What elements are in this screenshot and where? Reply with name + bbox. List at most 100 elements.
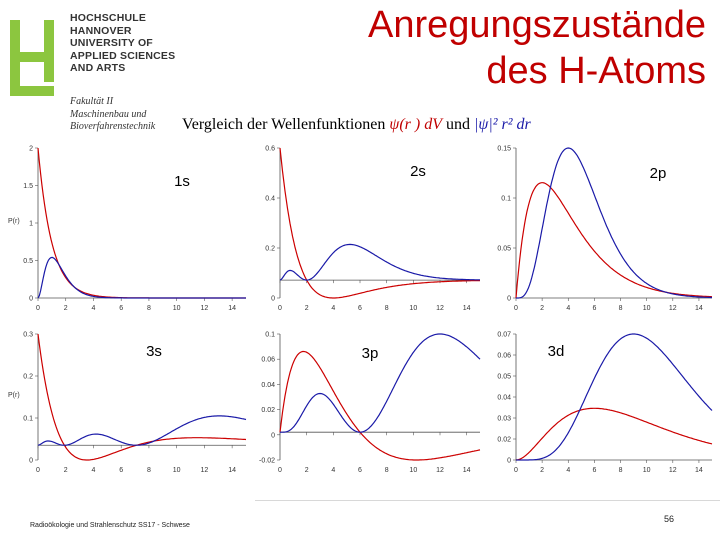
- x-tick-label: 12: [201, 467, 209, 474]
- y-tick-label: 0.1: [23, 416, 33, 423]
- slide-title: Anregungszustände des H-Atoms: [368, 2, 706, 94]
- x-tick-label: 2: [540, 305, 544, 312]
- probability-curve: [37, 256, 246, 299]
- y-tick-label: 0.05: [497, 246, 511, 253]
- footer-text: Radioökologie und Strahlenschutz SS17 - …: [30, 522, 190, 529]
- y-tick-label: 0.05: [497, 374, 511, 381]
- y-tick-label: 0.6: [265, 146, 275, 153]
- logo-line: HOCHSCHULE: [70, 12, 147, 24]
- y-tick-label: 0.2: [265, 246, 275, 253]
- page-number: 56: [664, 514, 675, 524]
- x-tick-label: 6: [119, 305, 123, 312]
- orbital-label: 3s: [146, 343, 162, 360]
- x-tick-label: 4: [92, 467, 96, 474]
- orbital-label: 1s: [174, 173, 190, 190]
- y-tick-label: 0.02: [261, 407, 275, 414]
- y-axis-label: P(r): [8, 392, 20, 399]
- faculty-line: Maschinenbau und: [70, 108, 147, 120]
- x-tick-label: 12: [669, 467, 677, 474]
- subtitle-text: Vergleich der Wellenfunktionen: [182, 116, 386, 133]
- x-tick-label: 10: [409, 305, 417, 312]
- x-tick-label: 4: [331, 305, 335, 312]
- x-tick-label: 0: [278, 467, 282, 474]
- y-tick-label: 0.5: [23, 258, 33, 265]
- orbital-label: 3p: [362, 345, 379, 362]
- y-tick-label: 0.04: [261, 382, 275, 389]
- y-tick-label: 0.07: [497, 332, 511, 339]
- x-tick-label: 8: [385, 305, 389, 312]
- logo-line: UNIVERSITY OF: [70, 37, 153, 49]
- x-tick-label: 2: [305, 305, 309, 312]
- psi-formula: ψ(r ) dV: [389, 116, 442, 133]
- y-tick-label: 0.03: [497, 416, 511, 423]
- orbital-label: 2s: [410, 163, 426, 180]
- logo: HOCHSCHULE HANNOVER UNIVERSITY OF APPLIE…: [8, 12, 178, 132]
- x-tick-label: 14: [228, 305, 236, 312]
- x-tick-label: 6: [119, 467, 123, 474]
- logo-h-icon: [10, 20, 54, 96]
- x-tick-label: 0: [36, 467, 40, 474]
- x-tick-label: 14: [228, 467, 236, 474]
- y-tick-label: 0.06: [261, 357, 275, 364]
- x-tick-label: 4: [331, 467, 335, 474]
- y-tick-label: 0.3: [23, 332, 33, 339]
- y-tick-label: 0.15: [497, 146, 511, 153]
- orbital-label: 3d: [548, 343, 565, 360]
- psi-curve: [37, 147, 246, 299]
- x-tick-label: 8: [147, 305, 151, 312]
- y-tick-label: 0.1: [265, 332, 275, 339]
- y-tick-label: 0: [507, 458, 511, 465]
- x-tick-label: 6: [592, 467, 596, 474]
- probability-curve: [279, 243, 480, 281]
- x-tick-label: 6: [358, 467, 362, 474]
- logo-line: HANNOVER: [70, 24, 132, 37]
- x-tick-label: 4: [566, 305, 570, 312]
- faculty-line: Fakultät II: [70, 96, 114, 107]
- x-tick-label: 10: [173, 305, 181, 312]
- x-tick-label: 6: [592, 305, 596, 312]
- y-tick-label: 0.2: [23, 374, 33, 381]
- x-tick-label: 8: [385, 467, 389, 474]
- psi-curve: [279, 350, 481, 461]
- x-tick-label: 14: [695, 467, 703, 474]
- title-line-2: des H-Atoms: [486, 50, 706, 92]
- faculty-text: Fakultät II Maschinenbau und Bioverfahre…: [70, 96, 155, 134]
- y-tick-label: 0.1: [501, 196, 511, 203]
- logo-line: APPLIED SCIENCES: [70, 49, 176, 62]
- x-tick-label: 14: [463, 467, 471, 474]
- y-tick-label: 0: [271, 296, 275, 303]
- faculty-line: Bioverfahrenstechnik: [70, 121, 156, 132]
- x-tick-label: 2: [64, 467, 68, 474]
- title-line-1: Anregungszustände: [367, 4, 706, 46]
- y-axis-label: P(r): [8, 218, 20, 225]
- x-tick-label: 12: [436, 305, 444, 312]
- psi-curve: [515, 407, 713, 461]
- x-tick-label: 4: [92, 305, 96, 312]
- orbital-label: 2p: [650, 165, 667, 182]
- x-tick-label: 10: [643, 305, 651, 312]
- x-tick-label: 2: [540, 467, 544, 474]
- subtitle: Vergleich der Wellenfunktionen ψ(r ) dV …: [182, 116, 531, 134]
- x-tick-label: 2: [305, 467, 309, 474]
- y-tick-label: 0: [271, 432, 275, 439]
- logo-text: HOCHSCHULE HANNOVER UNIVERSITY OF APPLIE…: [70, 12, 175, 75]
- y-tick-label: 0.02: [497, 437, 511, 444]
- x-tick-label: 6: [358, 305, 362, 312]
- y-tick-label: 0.06: [497, 353, 511, 360]
- x-tick-label: 12: [201, 305, 209, 312]
- x-tick-label: 0: [36, 305, 40, 312]
- probability-curve: [280, 333, 481, 433]
- psi-curve: [515, 182, 713, 299]
- x-tick-label: 8: [619, 467, 623, 474]
- x-tick-label: 10: [409, 467, 417, 474]
- y-tick-label: 1: [29, 221, 33, 228]
- x-tick-label: 10: [173, 467, 181, 474]
- probability-curve: [516, 147, 712, 299]
- logo-line: AND ARTS: [70, 62, 126, 74]
- psi-curve: [279, 147, 480, 299]
- probability-curve: [37, 415, 247, 446]
- x-tick-label: 12: [436, 467, 444, 474]
- x-tick-label: 8: [147, 467, 151, 474]
- probability-curve: [516, 333, 713, 461]
- y-tick-label: 0: [29, 296, 33, 303]
